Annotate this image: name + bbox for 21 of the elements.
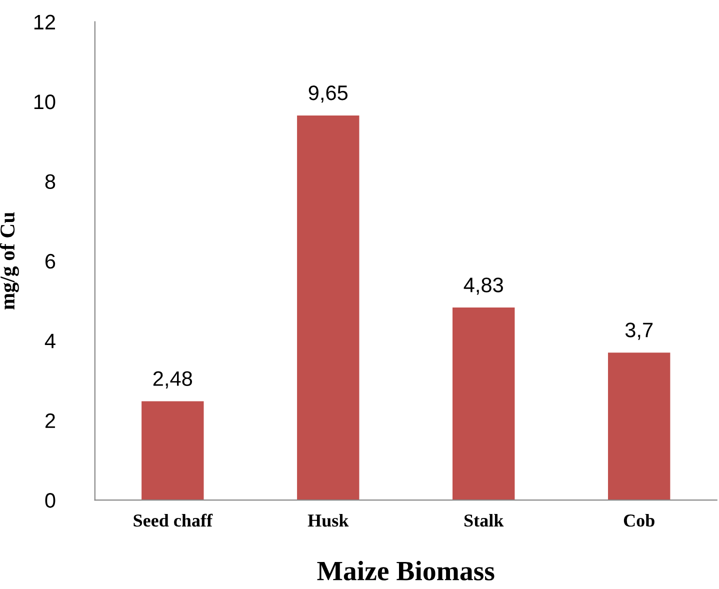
x-tick-label: Stalk [464,514,504,527]
x-tick-label: Cob [624,514,654,527]
y-tick-label: 4 [44,334,56,348]
bar [452,308,515,500]
x-tick-label: Husk [308,514,349,527]
y-tick-label: 8 [45,174,56,189]
x-axis-title: Maize Biomass [317,560,494,580]
data-label: 3,7 [625,322,653,340]
y-tick-label: 10 [34,94,56,110]
bar [142,401,204,500]
data-label: 4,83 [464,278,503,295]
y-tick-label: 12 [34,14,55,30]
bar [608,352,670,500]
data-label: 2,48 [153,371,192,388]
data-label: 9,65 [308,85,348,103]
y-tick-label: 6 [45,254,56,269]
y-axis-title: mg/g of Cu [0,212,19,310]
bar [297,115,360,500]
x-tick-label: Seed chaff [134,514,213,527]
y-tick-label: 2 [45,413,55,428]
y-tick-label: 0 [45,493,56,508]
